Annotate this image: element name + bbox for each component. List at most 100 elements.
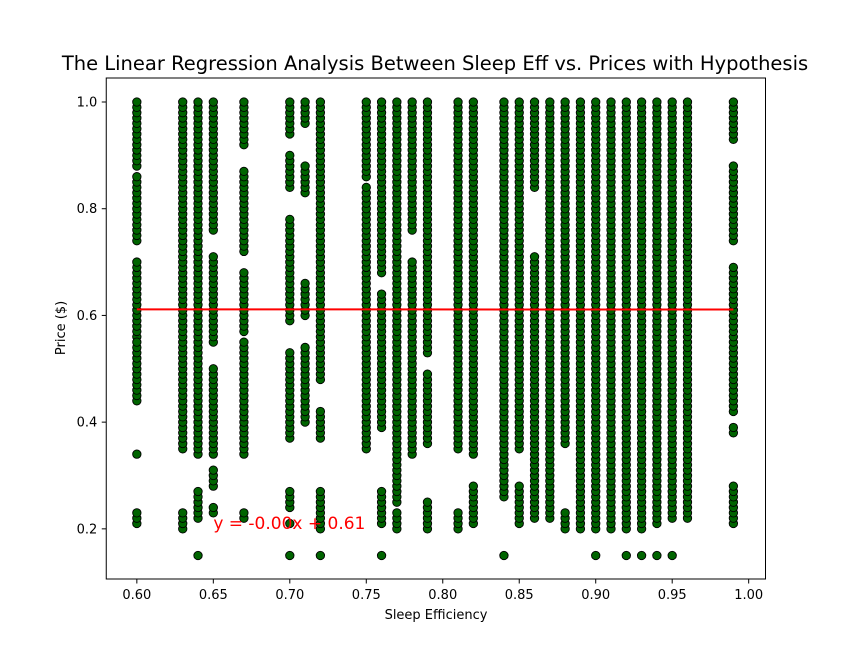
data-point xyxy=(422,369,433,379)
data-point xyxy=(239,268,249,278)
data-point xyxy=(468,97,478,107)
data-point xyxy=(667,97,677,107)
data-point xyxy=(514,97,524,107)
data-point xyxy=(315,486,326,497)
data-point xyxy=(315,406,326,417)
y-tick-label: 1.0 xyxy=(77,96,98,111)
data-point xyxy=(285,486,295,497)
data-point xyxy=(545,97,555,107)
data-point xyxy=(285,97,295,107)
data-point xyxy=(285,518,295,529)
data-point xyxy=(392,97,402,107)
regression-equation-annotation: y = -0.00x + 0.61 xyxy=(213,514,365,534)
x-tick-label: 1.00 xyxy=(734,588,763,603)
data-point xyxy=(560,508,570,518)
chart-title: The Linear Regression Analysis Between S… xyxy=(61,52,808,75)
data-point xyxy=(208,502,218,513)
x-axis-label: Sleep Efficiency xyxy=(385,608,488,623)
x-axis-ticks: 0.60 0.65 0.70 0.75 0.80 0.85 0.90 0.95 1.00 xyxy=(122,579,763,603)
data-point xyxy=(499,97,509,107)
data-point xyxy=(667,550,677,561)
data-point xyxy=(300,278,310,289)
data-point xyxy=(132,508,142,518)
data-point xyxy=(453,508,463,518)
x-tick-label: 0.95 xyxy=(658,588,687,603)
data-point xyxy=(453,97,463,107)
data-point xyxy=(636,97,647,107)
x-tick-label: 0.75 xyxy=(352,588,381,603)
data-point xyxy=(239,166,249,177)
data-point xyxy=(193,486,203,497)
x-tick-label: 0.65 xyxy=(199,588,228,603)
x-tick-label: 0.80 xyxy=(428,588,457,603)
data-point xyxy=(499,550,509,561)
x-tick-label: 0.85 xyxy=(505,588,534,603)
data-point xyxy=(132,337,142,347)
data-point xyxy=(514,481,524,491)
data-point xyxy=(132,172,142,182)
data-point xyxy=(529,97,540,107)
data-point xyxy=(652,550,662,561)
data-point xyxy=(652,97,662,107)
data-point xyxy=(193,97,203,107)
data-point xyxy=(208,465,218,475)
data-point xyxy=(560,97,570,107)
data-point xyxy=(392,508,402,518)
data-point xyxy=(285,214,295,225)
data-point xyxy=(208,97,218,107)
data-point xyxy=(208,252,218,262)
data-point xyxy=(575,97,586,107)
y-axis-label: Price ($) xyxy=(54,301,69,355)
data-point xyxy=(376,97,387,107)
data-point xyxy=(178,97,188,107)
data-point xyxy=(361,97,371,107)
x-tick-label: 0.60 xyxy=(122,588,151,603)
data-point xyxy=(285,348,295,358)
x-tick-label: 0.90 xyxy=(581,588,610,603)
data-point xyxy=(239,97,249,107)
data-point xyxy=(728,481,739,491)
y-axis-ticks: 0.2 0.4 0.6 0.8 1.0 xyxy=(77,96,107,537)
data-point xyxy=(468,481,478,491)
data-point xyxy=(132,449,142,459)
data-point xyxy=(376,550,387,561)
data-point xyxy=(591,550,601,561)
data-point xyxy=(300,97,310,107)
data-point xyxy=(239,508,249,518)
data-point xyxy=(591,97,601,107)
data-point xyxy=(728,161,739,171)
data-point xyxy=(422,97,433,107)
data-point xyxy=(193,550,203,561)
y-tick-label: 0.2 xyxy=(77,522,98,537)
data-point xyxy=(422,497,433,507)
data-point xyxy=(376,289,387,299)
data-point xyxy=(300,161,310,171)
y-tick-label: 0.8 xyxy=(77,202,98,217)
data-point xyxy=(407,97,417,107)
data-point xyxy=(728,262,739,273)
plot-frame xyxy=(105,77,766,580)
data-point xyxy=(682,97,693,107)
y-tick-label: 0.4 xyxy=(77,416,98,431)
data-point xyxy=(239,337,249,347)
y-tick-label: 0.6 xyxy=(77,309,98,324)
data-point xyxy=(132,257,142,267)
data-point xyxy=(728,97,739,107)
data-point xyxy=(315,550,326,561)
data-point xyxy=(361,182,371,193)
data-point xyxy=(285,550,295,561)
data-point xyxy=(636,550,647,561)
data-point xyxy=(132,97,142,107)
scatter-points xyxy=(132,97,739,561)
data-point xyxy=(606,97,616,107)
x-tick-label: 0.70 xyxy=(275,588,304,603)
data-point xyxy=(529,252,540,262)
data-point xyxy=(728,422,739,433)
data-point xyxy=(208,364,218,374)
data-point xyxy=(621,97,631,107)
data-point xyxy=(178,508,188,518)
data-point xyxy=(285,150,295,161)
data-point xyxy=(621,550,631,561)
data-point xyxy=(300,342,310,353)
